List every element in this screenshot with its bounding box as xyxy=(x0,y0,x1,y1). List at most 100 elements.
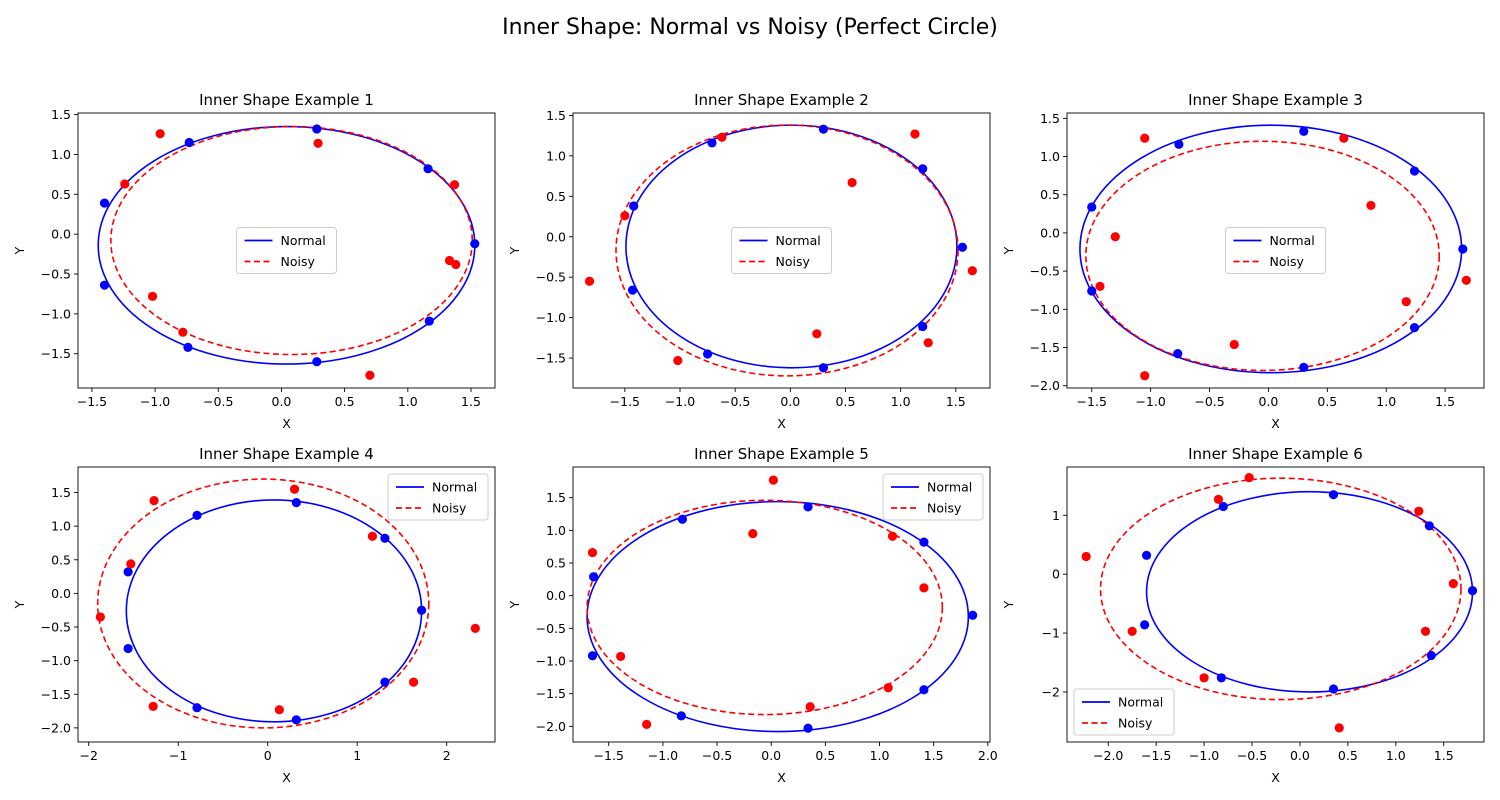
noisy-ellipse xyxy=(1099,477,1462,701)
subplot-1: Inner Shape Example 1 −1.5 −1.0 −0.5 0.0 0.5 1… xyxy=(12,91,496,431)
legend-label-noisy: Noisy xyxy=(281,254,316,269)
noisy-point xyxy=(887,531,898,541)
x-tick-label: 0.0 xyxy=(272,394,292,409)
y-tick-label: −1.5 xyxy=(41,687,71,702)
normal-point xyxy=(818,124,829,134)
normal-point xyxy=(803,723,813,733)
noisy-point xyxy=(148,701,158,711)
legend-label-normal: Normal xyxy=(927,480,972,495)
normal-point xyxy=(702,349,713,359)
legend-label-normal: Normal xyxy=(1270,233,1315,248)
x-axis-label: X xyxy=(777,416,786,431)
subplot-title: Inner Shape Example 3 xyxy=(1188,91,1363,109)
x-tick-label: 0.0 xyxy=(780,394,800,409)
noisy-point xyxy=(805,702,815,712)
subplot-title: Inner Shape Example 1 xyxy=(199,91,374,109)
y-tick-label: −1.5 xyxy=(536,351,566,366)
normal-point xyxy=(99,280,110,290)
x-tick-label: −0.5 xyxy=(1194,394,1224,409)
subplots-grid: Inner Shape Example 1 −1.5 −1.0 −0.5 0.0 0.5 1… xyxy=(12,91,1485,785)
x-tick-label: 0.0 xyxy=(1258,394,1278,409)
legend: Normal Noisy xyxy=(1073,688,1175,736)
noisy-point xyxy=(883,683,893,693)
y-axis-label: Y xyxy=(12,246,27,255)
y-tick-label: 1.5 xyxy=(546,490,566,505)
legend-label-noisy: Noisy xyxy=(1270,254,1305,269)
x-axis-label: X xyxy=(777,770,786,785)
noisy-point xyxy=(408,677,419,687)
x-tick-label: 2.0 xyxy=(978,748,998,763)
x-tick-label: −0.5 xyxy=(720,394,750,409)
series-layer xyxy=(95,478,480,729)
subplot-6: Inner Shape Example 6 −2.0 −1.5 −1.0 −0.5 0.0… xyxy=(1001,445,1485,785)
x-tick-label: −1.5 xyxy=(1141,748,1171,763)
noisy-point xyxy=(274,705,284,715)
legend-label-normal: Normal xyxy=(281,233,326,248)
series-layer xyxy=(97,124,480,380)
axes-frame xyxy=(572,112,991,389)
series-layer xyxy=(1079,124,1471,381)
normal-point xyxy=(192,510,202,521)
noisy-point xyxy=(1140,133,1150,143)
noisy-point xyxy=(449,180,460,190)
normal-point xyxy=(1218,501,1228,512)
x-tick-label: 1.0 xyxy=(891,394,911,409)
normal-point xyxy=(192,703,202,713)
normal-point xyxy=(1141,550,1152,560)
normal-point xyxy=(1409,166,1420,176)
noisy-point xyxy=(1110,232,1120,242)
figure-suptitle: Inner Shape: Normal vs Noisy (Perfect Ci… xyxy=(502,15,998,40)
noisy-point xyxy=(1334,723,1344,733)
noisy-ellipse xyxy=(615,124,959,377)
y-tick-label: −0.5 xyxy=(536,270,566,285)
noisy-point xyxy=(847,177,857,188)
x-tick-label: −1.0 xyxy=(665,394,695,409)
normal-point xyxy=(291,715,301,725)
noisy-point xyxy=(147,291,158,301)
noisy-point xyxy=(616,651,626,662)
y-tick-label: 0.5 xyxy=(546,189,566,204)
noisy-point xyxy=(95,612,105,622)
x-tick-label: −1.5 xyxy=(594,748,624,763)
axes-frame xyxy=(77,112,496,389)
subplot-title: Inner Shape Example 6 xyxy=(1188,445,1363,463)
y-tick-label: 0.5 xyxy=(51,552,71,567)
noisy-point xyxy=(812,329,822,339)
x-tick-label: −1.0 xyxy=(1189,748,1219,763)
x-tick-label: −1.0 xyxy=(648,748,678,763)
normal-point xyxy=(957,242,968,252)
noisy-point xyxy=(289,484,300,494)
axes-frame xyxy=(1066,466,1485,743)
x-tick-label: 2 xyxy=(443,748,451,763)
noisy-point xyxy=(1401,297,1411,307)
x-tick-label: 1.5 xyxy=(461,394,481,409)
y-tick-label: 1.0 xyxy=(546,523,566,538)
series-layer xyxy=(1081,472,1478,733)
legend-label-normal: Normal xyxy=(1118,695,1163,710)
normal-point xyxy=(588,572,599,582)
normal-point xyxy=(1299,126,1309,136)
axes-frame xyxy=(1066,112,1485,389)
legend-label-noisy: Noisy xyxy=(776,254,811,269)
y-tick-label: −2.0 xyxy=(41,720,71,735)
normal-point xyxy=(424,316,434,326)
noisy-point xyxy=(1244,472,1254,483)
noisy-point xyxy=(748,529,758,539)
x-axis-label: X xyxy=(1271,770,1280,785)
noisy-point xyxy=(1140,371,1150,381)
y-tick-label: 0 xyxy=(1052,567,1060,582)
normal-point xyxy=(123,567,133,577)
noisy-point xyxy=(910,129,920,139)
y-tick-label: −1.5 xyxy=(536,686,566,701)
y-tick-label: −1 xyxy=(1042,626,1060,641)
y-tick-label: −1.0 xyxy=(1030,302,1060,317)
y-tick-label: 0.0 xyxy=(51,227,71,242)
normal-point xyxy=(1328,490,1339,500)
subplot-4: Inner Shape Example 4 −2 −1 0 1 2 −2.0 −1.5 −1.0… xyxy=(12,445,496,785)
x-tick-label: 1.0 xyxy=(1386,748,1406,763)
x-tick-label: 1.5 xyxy=(946,394,966,409)
noisy-point xyxy=(313,138,323,148)
x-tick-label: 1 xyxy=(353,748,361,763)
y-tick-label: −1.0 xyxy=(41,306,71,321)
x-tick-label: −1.0 xyxy=(1135,394,1165,409)
